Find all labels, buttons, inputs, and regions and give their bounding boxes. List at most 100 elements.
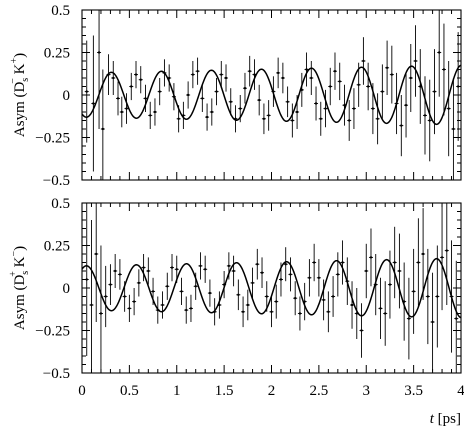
data-point <box>137 281 141 285</box>
data-point <box>95 252 98 256</box>
data-point <box>109 283 112 286</box>
data-point <box>293 297 297 300</box>
data-point <box>134 73 138 76</box>
data-point <box>243 87 247 90</box>
data-point <box>279 278 283 281</box>
data-point <box>85 278 88 281</box>
data-point <box>317 276 321 279</box>
y-tick-label: −0.25 <box>35 324 70 340</box>
data-point <box>224 76 228 80</box>
data-point <box>347 119 351 122</box>
data-point <box>456 85 460 88</box>
data-point <box>196 70 199 73</box>
y-tick-label: −0.25 <box>35 131 70 147</box>
data-point <box>319 117 322 121</box>
data-point <box>248 70 251 73</box>
data-point <box>352 107 356 110</box>
y-tick-label: 0 <box>63 281 71 297</box>
data-point <box>191 73 195 76</box>
data-point <box>180 290 183 293</box>
data-point <box>390 73 394 76</box>
data-point <box>407 317 411 320</box>
fit-curve <box>82 64 461 126</box>
data-point <box>186 93 190 97</box>
data-point <box>158 90 161 93</box>
data-point <box>452 127 455 131</box>
data-point <box>384 312 387 315</box>
data-point <box>431 320 434 324</box>
data-point <box>329 85 332 88</box>
data-point <box>166 285 169 288</box>
data-point <box>185 308 188 312</box>
data-point <box>142 266 145 269</box>
data-point <box>270 310 273 313</box>
data-point <box>144 97 147 100</box>
data-point <box>298 312 302 315</box>
data-point <box>438 51 441 54</box>
data-point <box>327 310 330 313</box>
data-point <box>132 300 136 303</box>
data-point <box>379 307 382 310</box>
data-point <box>357 83 360 87</box>
data-point <box>227 264 231 268</box>
data-point <box>220 73 223 76</box>
data-point <box>284 263 287 266</box>
data-point <box>295 110 299 114</box>
data-point <box>260 271 264 274</box>
x-tick-label: 2 <box>268 383 276 399</box>
y-tick-label: 0.5 <box>51 196 70 212</box>
data-point <box>153 110 157 114</box>
data-point <box>125 107 128 110</box>
data-point <box>414 59 417 63</box>
data-point <box>208 291 212 295</box>
data-point <box>433 90 436 93</box>
data-point <box>447 107 450 110</box>
data-point <box>189 307 193 310</box>
data-point <box>99 312 103 315</box>
data-point <box>205 115 209 119</box>
data-point <box>366 85 370 88</box>
data-point <box>365 269 368 273</box>
bottom-panel: −0.5 −0.25 0 0.25 0.5 0 0.5 1 1.5 2 2.5 3 3.5 4 t [ps]… <box>8 196 464 427</box>
data-point <box>113 269 117 273</box>
data-point <box>338 80 341 83</box>
data-point <box>442 68 446 71</box>
data-point <box>409 76 412 80</box>
x-tick-label: 3 <box>363 383 371 399</box>
data-point <box>286 100 289 104</box>
plot-frame <box>81 9 462 181</box>
data-point <box>362 59 365 63</box>
data-point <box>360 329 363 332</box>
data-point <box>239 107 242 110</box>
data-point <box>147 269 150 273</box>
top-panel: −0.5 −0.25 0 0.25 0.5 Asym (Ds− K+) <box>8 3 462 189</box>
fit-curve <box>82 257 461 319</box>
data-point <box>253 73 256 76</box>
data-point <box>203 268 207 271</box>
data-point <box>201 97 204 100</box>
data-point <box>291 119 294 122</box>
data-point <box>289 273 292 276</box>
data-point <box>308 276 311 279</box>
y-tick-label: 0 <box>63 88 71 104</box>
y-tick-label: 0.25 <box>44 46 70 62</box>
data-point <box>281 76 285 80</box>
data-point <box>267 114 270 117</box>
data-point <box>112 76 115 80</box>
data-point <box>312 261 316 264</box>
data-point <box>333 70 337 73</box>
data-point <box>170 266 174 269</box>
y-tick-label: −0.5 <box>43 173 70 189</box>
data-point <box>388 283 392 286</box>
data-point <box>161 303 164 307</box>
data-point <box>276 71 280 75</box>
data-point <box>229 100 232 104</box>
data-point <box>262 117 266 121</box>
data-point <box>385 66 389 70</box>
data-point <box>369 256 373 259</box>
data-point <box>246 303 250 307</box>
data-point <box>336 273 340 276</box>
data-point <box>341 261 344 264</box>
x-tick-label: 1.5 <box>215 383 234 399</box>
